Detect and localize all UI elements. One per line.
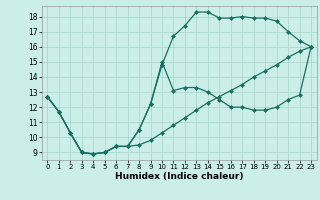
X-axis label: Humidex (Indice chaleur): Humidex (Indice chaleur) [115,172,244,181]
